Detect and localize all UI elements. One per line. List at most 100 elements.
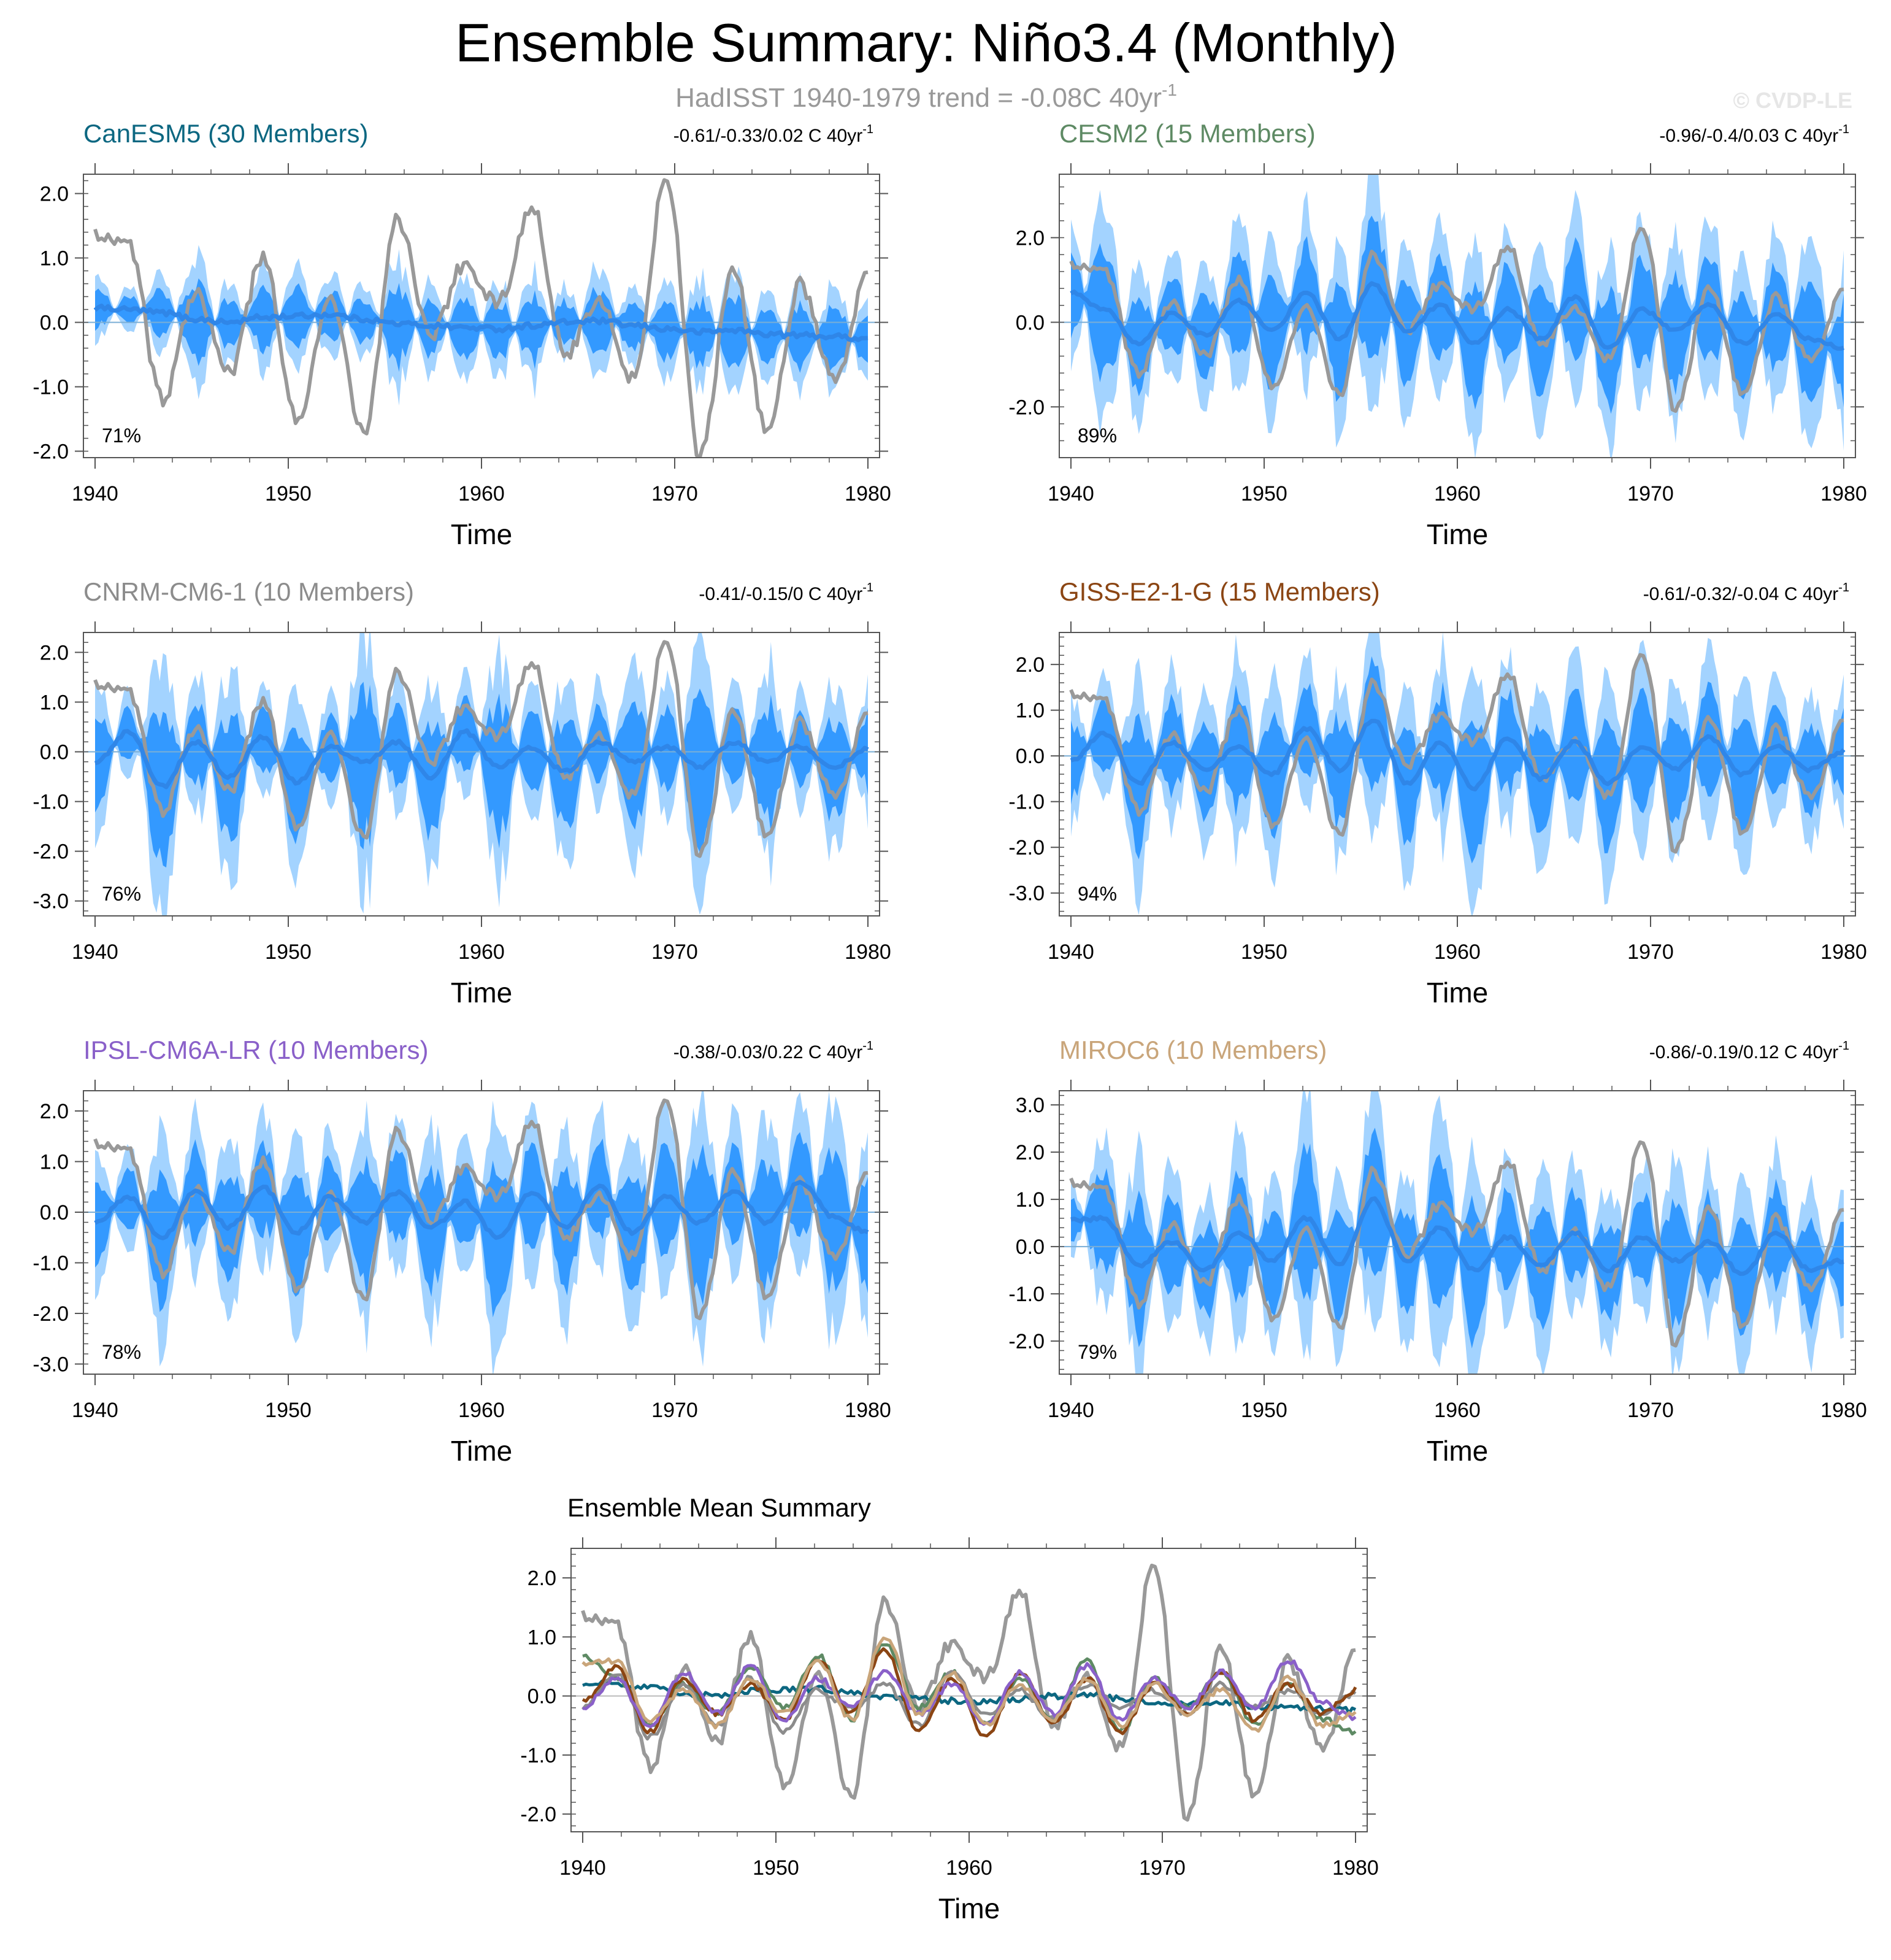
x-tick-label: 1940 — [559, 1856, 606, 1880]
x-tick-label: 1980 — [1820, 482, 1867, 505]
y-tick-label: -1.0 — [33, 1252, 69, 1275]
x-tick-label: 1950 — [1241, 1399, 1287, 1422]
x-axis-label: Time — [451, 1435, 513, 1467]
percent-label: 76% — [102, 883, 141, 905]
x-tick-label: 1940 — [1048, 940, 1094, 964]
x-axis-label: Time — [1427, 977, 1489, 1009]
trend-label: -0.41/-0.15/0 C 40yr-1 — [699, 581, 873, 604]
trend-label: -0.61/-0.33/0.02 C 40yr-1 — [673, 123, 873, 146]
y-tick-label: 1.0 — [1016, 1188, 1045, 1212]
x-tick-label: 1960 — [458, 940, 505, 964]
y-tick-label: -2.0 — [33, 440, 69, 464]
x-tick-label: 1960 — [458, 482, 505, 505]
ensemble-spread-outer — [1071, 174, 1844, 458]
series-line-ensemble-mean — [1070, 718, 1846, 792]
panel-title: MIROC6 (10 Members) — [1059, 1036, 1327, 1064]
y-tick-label: -2.0 — [1008, 396, 1045, 419]
figure-subtitle-exponent: -1 — [1162, 80, 1177, 99]
y-tick-label: -2.0 — [1008, 836, 1045, 859]
ensemble-spread-outer — [95, 632, 868, 916]
series-line-hadisst — [93, 178, 869, 458]
x-axis-label: Time — [1427, 1435, 1489, 1467]
y-tick-label: -3.0 — [1008, 882, 1045, 905]
x-tick-label: 1970 — [1627, 1399, 1674, 1422]
plot-area — [571, 1563, 1367, 1822]
y-tick-label: 1.0 — [1016, 699, 1045, 723]
x-tick-label: 1960 — [458, 1399, 505, 1422]
trend-label-exponent: -1 — [1838, 1039, 1849, 1053]
trend-label: -0.61/-0.32/-0.04 C 40yr-1 — [1643, 581, 1849, 604]
trend-label-text: -0.41/-0.15/0 C 40yr — [699, 584, 862, 604]
ensemble-spread-inner — [95, 682, 868, 868]
trend-label-exponent: -1 — [1838, 581, 1849, 594]
trend-label: -0.86/-0.19/0.12 C 40yr-1 — [1649, 1039, 1849, 1063]
x-tick-label: 1950 — [1241, 940, 1287, 964]
trend-label-exponent: -1 — [862, 123, 873, 136]
series-line-hadisst — [1069, 1140, 1844, 1348]
x-tick-label: 1980 — [1820, 940, 1867, 964]
panel-title: GISS-E2-1-G (15 Members) — [1059, 577, 1380, 606]
y-tick-label: -3.0 — [33, 890, 69, 913]
y-tick-label: 0.0 — [1016, 311, 1045, 334]
x-tick-label: 1940 — [1048, 1399, 1094, 1422]
x-tick-label: 1980 — [845, 482, 891, 505]
x-tick-label: 1940 — [72, 940, 118, 964]
x-axis-label: Time — [451, 518, 513, 550]
series-line-hadisst — [93, 1098, 869, 1321]
y-tick-label: -1.0 — [1008, 791, 1045, 814]
plot-area — [83, 1091, 880, 1374]
percent-label: 79% — [1078, 1341, 1117, 1363]
percent-label: 78% — [102, 1341, 141, 1363]
x-tick-label: 1960 — [1434, 940, 1481, 964]
y-tick-label: 2.0 — [1016, 1141, 1045, 1164]
trend-label-text: -0.86/-0.19/0.12 C 40yr — [1649, 1042, 1839, 1063]
panel-6: -2.0 -1.0 0.0 1.0 2.0 1940 1950 1960 1970 1980 Tim… — [520, 1493, 1378, 1924]
series-line-hadisst — [1069, 226, 1844, 413]
x-tick-label: 1950 — [265, 940, 312, 964]
x-tick-label: 1940 — [1048, 482, 1094, 505]
y-tick-label: 0.0 — [1016, 1236, 1045, 1259]
panel-title: IPSL-CM6A-LR (10 Members) — [83, 1036, 428, 1064]
y-tick-label: 2.0 — [40, 641, 69, 664]
y-tick-label: -2.0 — [1008, 1330, 1045, 1353]
y-tick-label: 2.0 — [527, 1567, 556, 1590]
percent-label: 89% — [1078, 425, 1117, 447]
series-line-ensemble-mean — [94, 728, 869, 790]
figure-title: Ensemble Summary: Niño3.4 (Monthly) — [455, 12, 1397, 73]
percent-label: 94% — [1078, 883, 1117, 905]
series-line-ensemble-mean — [1070, 281, 1844, 351]
panel-4: -3.0 -2.0 -1.0 0.0 1.0 2.0 1940 1950 1960 1970 198… — [33, 1036, 891, 1467]
y-tick-label: -3.0 — [33, 1353, 69, 1377]
y-tick-label: 0.0 — [527, 1685, 556, 1708]
trend-label-exponent: -1 — [1838, 123, 1849, 136]
x-tick-label: 1940 — [72, 1399, 118, 1422]
x-tick-label: 1980 — [1820, 1399, 1867, 1422]
y-tick-label: -1.0 — [33, 376, 69, 399]
panels: -2.0 -1.0 0.0 1.0 2.0 1940 1950 1960 1970 1980 Tim… — [33, 119, 1866, 1924]
x-tick-label: 1970 — [651, 482, 698, 505]
panel-2: -3.0 -2.0 -1.0 0.0 1.0 2.0 1940 1950 1960 1970 198… — [33, 577, 891, 1009]
x-tick-label: 1980 — [1332, 1856, 1379, 1880]
panel-5: -2.0 -1.0 0.0 1.0 2.0 3.0 1940 1950 1960 1970 1980… — [1008, 1036, 1866, 1467]
trend-label-text: -0.61/-0.32/-0.04 C 40yr — [1643, 584, 1839, 604]
panel-3: -3.0 -2.0 -1.0 0.0 1.0 2.0 1940 1950 1960 1970 198… — [1008, 577, 1866, 1009]
panel-1: -2.0 0.0 2.0 1940 1950 1960 1970 1980 Time CESM2 … — [1008, 119, 1866, 550]
x-tick-label: 1970 — [1627, 940, 1674, 964]
y-tick-label: 0.0 — [40, 741, 69, 764]
x-tick-label: 1940 — [72, 482, 118, 505]
y-tick-label: 2.0 — [1016, 226, 1045, 250]
series-line-ipsl-cm6a-lr — [582, 1659, 1357, 1729]
series-line-miroc6 — [581, 1636, 1357, 1733]
x-tick-label: 1950 — [1241, 482, 1287, 505]
x-tick-label: 1970 — [1627, 482, 1674, 505]
x-tick-label: 1950 — [753, 1856, 799, 1880]
trend-label: -0.96/-0.4/0.03 C 40yr-1 — [1659, 123, 1849, 146]
ensemble-spread-inner — [95, 1132, 868, 1318]
series-line-hadisst — [1069, 653, 1844, 854]
y-tick-label: 1.0 — [527, 1626, 556, 1649]
plot-area — [1059, 174, 1855, 458]
y-tick-label: 1.0 — [40, 691, 69, 714]
x-axis-label: Time — [1427, 518, 1489, 550]
y-tick-label: 1.0 — [40, 1151, 69, 1174]
